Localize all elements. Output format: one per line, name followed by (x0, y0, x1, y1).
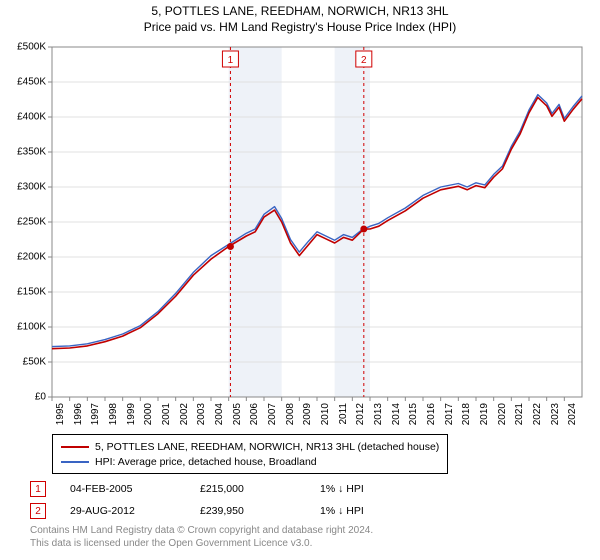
x-tick-label: 2018 (461, 403, 472, 425)
legend-swatch (61, 461, 89, 463)
x-tick-label: 2011 (338, 403, 349, 425)
x-tick-label: 2012 (355, 403, 366, 425)
x-tick-label: 1996 (73, 403, 84, 425)
x-tick-label: 2003 (196, 403, 207, 425)
legend-label: 5, POTTLES LANE, REEDHAM, NORWICH, NR13 … (95, 441, 439, 453)
legend: 5, POTTLES LANE, REEDHAM, NORWICH, NR13 … (52, 434, 448, 474)
y-tick-label: £350K (2, 147, 46, 158)
transaction-diff: 1% ↓ HPI (320, 483, 440, 495)
legend-label: HPI: Average price, detached house, Broa… (95, 456, 317, 468)
x-tick-label: 1995 (55, 403, 66, 425)
page-title: 5, POTTLES LANE, REEDHAM, NORWICH, NR13 … (0, 0, 600, 20)
x-tick-label: 2016 (426, 403, 437, 425)
legend-item: HPI: Average price, detached house, Broa… (61, 454, 439, 469)
transaction-row: 2 29-AUG-2012£239,9501% ↓ HPI (30, 500, 440, 522)
x-tick-label: 2022 (532, 403, 543, 425)
x-tick-label: 2015 (408, 403, 419, 425)
x-tick-label: 2023 (550, 403, 561, 425)
x-tick-label: 2017 (444, 403, 455, 425)
x-tick-label: 2006 (249, 403, 260, 425)
y-tick-label: £100K (2, 322, 46, 333)
transactions-table: 1 04-FEB-2005£215,0001% ↓ HPI 2 29-AUG-2012… (30, 478, 440, 522)
x-tick-label: 2008 (285, 403, 296, 425)
legend-swatch (61, 446, 89, 448)
y-tick-label: £200K (2, 252, 46, 263)
y-tick-label: £300K (2, 182, 46, 193)
x-tick-label: 2000 (143, 403, 154, 425)
y-tick-label: £400K (2, 112, 46, 123)
transaction-diff: 1% ↓ HPI (320, 505, 440, 517)
footer-line-2: This data is licensed under the Open Gov… (30, 537, 373, 550)
x-tick-label: 1999 (126, 403, 137, 425)
x-tick-label: 2002 (179, 403, 190, 425)
page-subtitle: Price paid vs. HM Land Registry's House … (0, 20, 600, 40)
y-tick-label: £0 (2, 392, 46, 403)
y-tick-label: £450K (2, 77, 46, 88)
x-tick-label: 2013 (373, 403, 384, 425)
x-tick-label: 2014 (391, 403, 402, 425)
footer-attribution: Contains HM Land Registry data © Crown c… (30, 524, 373, 550)
x-tick-label: 2021 (514, 403, 525, 425)
transaction-badge: 2 (30, 503, 46, 519)
x-tick-label: 1997 (90, 403, 101, 425)
svg-text:2: 2 (361, 55, 367, 66)
x-tick-label: 2007 (267, 403, 278, 425)
x-tick-label: 2009 (302, 403, 313, 425)
y-tick-label: £150K (2, 287, 46, 298)
x-tick-label: 1998 (108, 403, 119, 425)
x-tick-label: 2005 (232, 403, 243, 425)
x-tick-label: 2019 (479, 403, 490, 425)
x-tick-label: 2010 (320, 403, 331, 425)
footer-line-1: Contains HM Land Registry data © Crown c… (30, 524, 373, 537)
x-tick-label: 2001 (161, 403, 172, 425)
transaction-price: £239,950 (200, 505, 320, 517)
transaction-row: 1 04-FEB-2005£215,0001% ↓ HPI (30, 478, 440, 500)
x-tick-label: 2024 (567, 403, 578, 425)
x-tick-label: 2020 (497, 403, 508, 425)
transaction-date: 29-AUG-2012 (70, 505, 200, 517)
y-tick-label: £500K (2, 42, 46, 53)
transaction-badge: 1 (30, 481, 46, 497)
transaction-price: £215,000 (200, 483, 320, 495)
legend-item: 5, POTTLES LANE, REEDHAM, NORWICH, NR13 … (61, 439, 439, 454)
y-tick-label: £50K (2, 357, 46, 368)
svg-text:1: 1 (228, 55, 234, 66)
transaction-date: 04-FEB-2005 (70, 483, 200, 495)
y-tick-label: £250K (2, 217, 46, 228)
price-chart: 1 2 £0 £50K £100K £150K £200K £250K £300K £350K £… (0, 39, 600, 429)
x-tick-label: 2004 (214, 403, 225, 425)
